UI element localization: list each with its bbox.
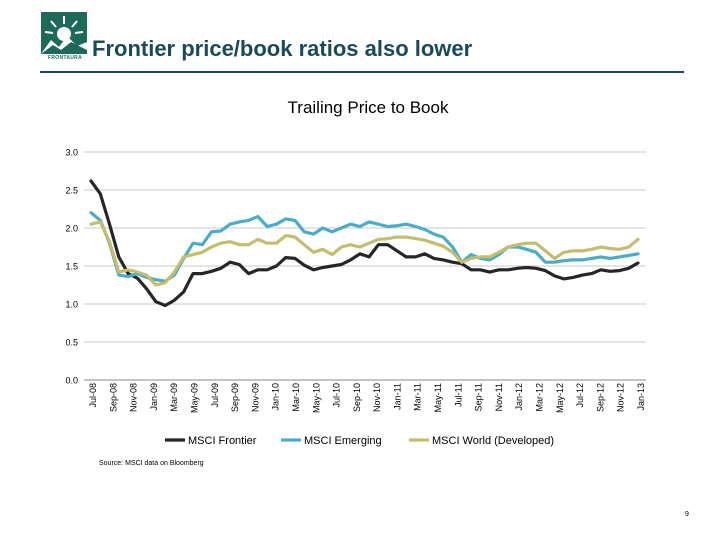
y-tick-label: 0.0 <box>65 376 78 386</box>
x-tick-label: Jul-11 <box>453 383 463 407</box>
x-tick-label: Jul-12 <box>575 383 585 408</box>
x-tick-label: Mar-11 <box>413 383 423 411</box>
x-tick-label: Jul-10 <box>332 383 342 408</box>
series-line-0 <box>89 179 640 308</box>
x-tick-label: Jan-09 <box>149 383 159 411</box>
page-number: 9 <box>685 511 689 518</box>
x-tick-label: Jan-13 <box>636 383 646 411</box>
x-tick-label: Jan-10 <box>271 383 281 411</box>
x-tick-label: Mar-09 <box>169 383 179 412</box>
x-tick-label: Mar-10 <box>291 383 301 412</box>
x-tick-label: Nov-12 <box>616 383 626 412</box>
x-tick-label: Jan-12 <box>514 383 524 411</box>
x-tick-label: Jul-08 <box>88 383 98 408</box>
y-tick-label: 1.5 <box>65 262 78 272</box>
x-tick-label: Nov-08 <box>129 383 139 412</box>
y-tick-label: 3.0 <box>65 148 78 158</box>
legend-label: MSCI World (Developed) <box>432 435 554 447</box>
logo-text: FRONTAURA <box>48 55 82 61</box>
x-tick-label: May-11 <box>433 383 443 412</box>
frontaura-logo <box>41 12 87 54</box>
x-tick-label: Sep-12 <box>595 383 605 412</box>
x-tick-label: Nov-11 <box>494 383 504 411</box>
x-tick-label: May-10 <box>311 383 321 413</box>
x-tick-label: Sep-08 <box>108 383 118 412</box>
source-note: Source: MSCI data on Bloomberg <box>99 460 204 467</box>
y-tick-label: 2.5 <box>65 186 78 196</box>
x-tick-label: Nov-10 <box>372 383 382 412</box>
chart-title: Trailing Price to Book <box>287 98 449 117</box>
series-line-1 <box>89 211 640 283</box>
x-tick-label: May-09 <box>189 383 199 413</box>
x-tick-label: Sep-09 <box>230 383 240 412</box>
x-tick-label: May-12 <box>555 383 565 413</box>
x-tick-label: Nov-09 <box>250 383 260 412</box>
x-tick-label: Jul-09 <box>210 383 220 408</box>
x-tick-label: Sep-10 <box>352 383 362 412</box>
y-tick-label: 0.5 <box>65 338 78 348</box>
y-tick-label: 1.0 <box>65 300 78 310</box>
legend-label: MSCI Frontier <box>188 435 257 447</box>
x-tick-label: Mar-12 <box>535 383 545 412</box>
y-tick-label: 2.0 <box>65 224 78 234</box>
page-title: Frontier price/book ratios also lower <box>92 36 473 61</box>
series-line-2 <box>89 220 640 287</box>
title-divider <box>40 71 684 73</box>
legend-label: MSCI Emerging <box>304 435 382 447</box>
x-tick-label: Jan-11 <box>392 383 402 410</box>
x-tick-label: Sep-11 <box>474 383 484 411</box>
